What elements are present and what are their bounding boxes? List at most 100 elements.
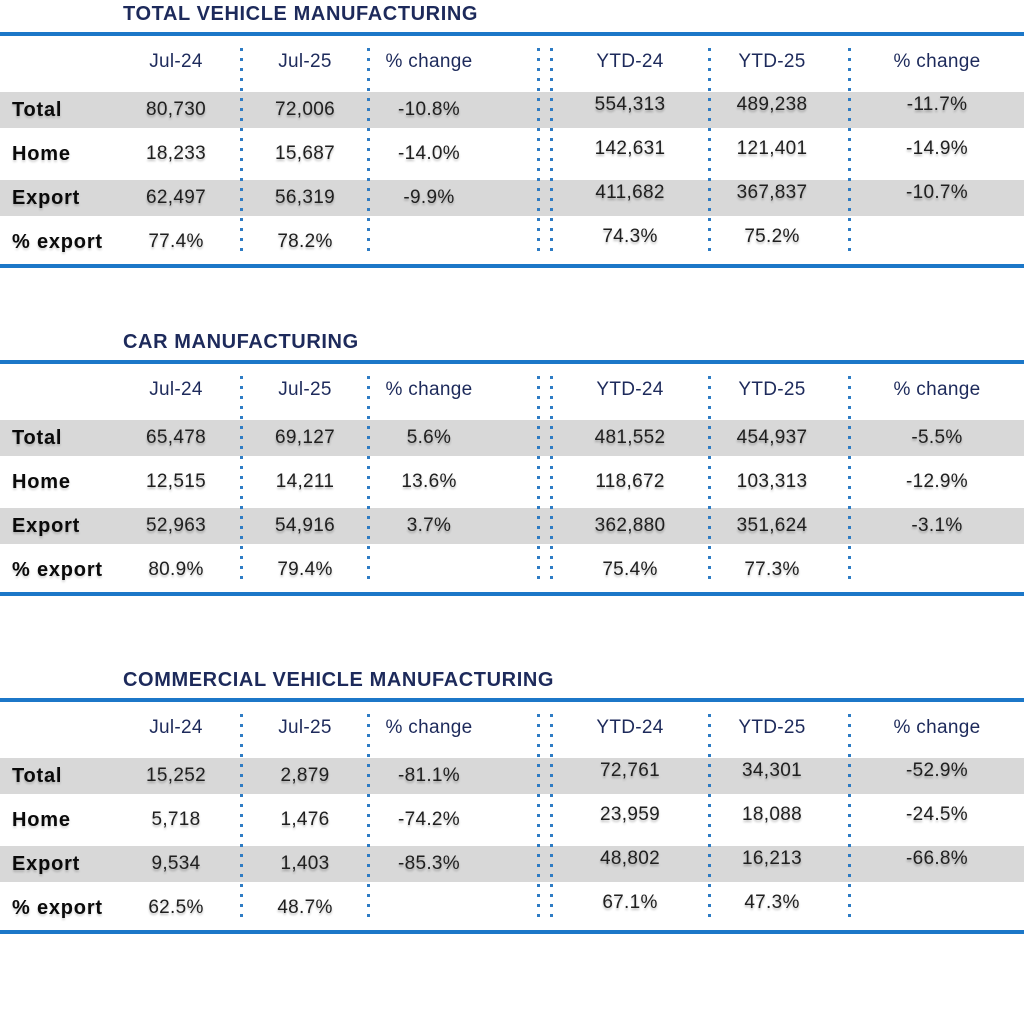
value-cell: -66.8%: [905, 848, 968, 869]
dotted-separator: [367, 714, 370, 922]
value-cell: 14,211: [275, 471, 335, 492]
column-header-ytd24: YTD-24: [596, 717, 664, 738]
dotted-separator: [708, 376, 711, 584]
dotted-separator: [537, 48, 540, 256]
value-cell: 5,718: [151, 809, 201, 830]
value-cell: 65,478: [146, 427, 206, 448]
value-cell: -81.1%: [397, 765, 460, 786]
value-cell: 351,624: [736, 515, 808, 536]
value-cell: 18,233: [146, 143, 206, 164]
column-header-pct-change-ytd: % change: [893, 379, 981, 400]
value-cell: -11.7%: [906, 94, 968, 115]
value-cell: 74.3%: [602, 226, 658, 247]
dotted-separator: [708, 714, 711, 922]
value-cell: 52,963: [146, 515, 206, 536]
column-header-jul24: Jul-24: [149, 51, 203, 72]
row-label: % export: [12, 230, 103, 253]
dotted-separator: [367, 376, 370, 584]
value-cell: 367,837: [736, 182, 808, 203]
row-pct-export: % export 77.4% 78.2% 74.3% 75.2%: [0, 220, 1024, 264]
value-cell: 56,319: [275, 187, 335, 208]
value-cell: 15,687: [275, 143, 335, 164]
value-cell: 18,088: [742, 804, 802, 825]
value-cell: 80,730: [146, 99, 206, 120]
value-cell: 77.4%: [148, 231, 204, 252]
header-row: Jul-24 Jul-25 % change YTD-24 YTD-25 % c…: [0, 702, 1024, 754]
value-cell: 54,916: [275, 515, 335, 536]
row-home: Home 18,233 15,687 -14.0% 142,631 121,40…: [0, 132, 1024, 176]
value-cell: 142,631: [594, 138, 666, 159]
dotted-separator: [708, 48, 711, 256]
value-cell: -52.9%: [905, 760, 968, 781]
column-header-ytd25: YTD-25: [738, 717, 806, 738]
value-cell: -10.8%: [397, 99, 460, 120]
value-cell: 75.2%: [744, 226, 800, 247]
row-pct-export: % export 80.9% 79.4% 75.4% 77.3%: [0, 548, 1024, 592]
row-home: Home 5,718 1,476 -74.2% 23,959 18,088 -2…: [0, 798, 1024, 842]
value-cell: 15,252: [146, 765, 206, 786]
dotted-separator: [848, 48, 851, 256]
value-cell: 69,127: [275, 427, 335, 448]
row-label: Export: [12, 852, 81, 875]
row-pct-export: % export 62.5% 48.7% 67.1% 47.3%: [0, 886, 1024, 930]
value-cell: 34,301: [742, 760, 802, 781]
value-cell: 80.9%: [148, 559, 204, 580]
column-header-pct-change-ytd: % change: [893, 51, 981, 72]
table-commercial-vehicle-manufacturing: COMMERCIAL VEHICLE MANUFACTURING Jul-24 …: [0, 668, 1024, 934]
column-header-ytd25: YTD-25: [738, 51, 806, 72]
value-cell: -10.7%: [905, 182, 968, 203]
table-title: CAR MANUFACTURING: [123, 331, 359, 353]
row-label: Total: [12, 426, 63, 449]
divider-top: [0, 360, 1024, 364]
dotted-separator: [240, 714, 243, 922]
divider-bottom: [0, 264, 1024, 268]
header-row: Jul-24 Jul-25 % change YTD-24 YTD-25 % c…: [0, 36, 1024, 88]
table-grid: Jul-24 Jul-25 % change YTD-24 YTD-25 % c…: [0, 36, 1024, 264]
column-header-pct-change-month: % change: [385, 717, 473, 738]
column-header-pct-change-month: % change: [385, 51, 473, 72]
column-header-ytd24: YTD-24: [596, 51, 664, 72]
table-title: TOTAL VEHICLE MANUFACTURING: [123, 3, 479, 25]
value-cell: 5.6%: [406, 427, 452, 448]
table-grid: Jul-24 Jul-25 % change YTD-24 YTD-25 % c…: [0, 702, 1024, 930]
value-cell: 454,937: [736, 427, 808, 448]
value-cell: 489,238: [736, 94, 808, 115]
row-total: Total 65,478 69,127 5.6% 481,552 454,937…: [0, 416, 1024, 460]
row-total: Total 80,730 72,006 -10.8% 554,313 489,2…: [0, 88, 1024, 132]
row-export: Export 52,963 54,916 3.7% 362,880 351,62…: [0, 504, 1024, 548]
row-label: % export: [12, 558, 103, 581]
row-label: Export: [12, 186, 81, 209]
dotted-separator: [550, 48, 553, 256]
value-cell: 118,672: [595, 471, 665, 492]
column-header-jul25: Jul-25: [278, 51, 332, 72]
row-label: Export: [12, 514, 81, 537]
value-cell: 72,006: [275, 99, 335, 120]
value-cell: 3.7%: [406, 515, 452, 536]
divider-bottom: [0, 592, 1024, 596]
value-cell: 1,403: [280, 853, 330, 874]
value-cell: -12.9%: [905, 471, 968, 492]
value-cell: -24.5%: [905, 804, 968, 825]
dotted-separator: [537, 376, 540, 584]
value-cell: 13.6%: [401, 471, 457, 492]
row-label: Home: [12, 808, 71, 831]
value-cell: 78.2%: [277, 231, 333, 252]
table-car-manufacturing: CAR MANUFACTURING Jul-24 Jul-25 % change…: [0, 330, 1024, 596]
column-header-jul24: Jul-24: [149, 379, 203, 400]
row-total: Total 15,252 2,879 -81.1% 72,761 34,301 …: [0, 754, 1024, 798]
table-total-vehicle-manufacturing: TOTAL VEHICLE MANUFACTURING Jul-24 Jul-2…: [0, 2, 1024, 268]
header-row: Jul-24 Jul-25 % change YTD-24 YTD-25 % c…: [0, 364, 1024, 416]
value-cell: 62,497: [146, 187, 206, 208]
value-cell: 48,802: [600, 848, 660, 869]
value-cell: 23,959: [600, 804, 660, 825]
dotted-separator: [848, 714, 851, 922]
column-header-jul24: Jul-24: [149, 717, 203, 738]
value-cell: 362,880: [594, 515, 666, 536]
value-cell: -85.3%: [397, 853, 460, 874]
row-export: Export 62,497 56,319 -9.9% 411,682 367,8…: [0, 176, 1024, 220]
column-header-pct-change-month: % change: [385, 379, 473, 400]
value-cell: 481,552: [594, 427, 666, 448]
value-cell: 103,313: [736, 471, 808, 492]
value-cell: 9,534: [151, 853, 201, 874]
value-cell: 1,476: [280, 809, 330, 830]
